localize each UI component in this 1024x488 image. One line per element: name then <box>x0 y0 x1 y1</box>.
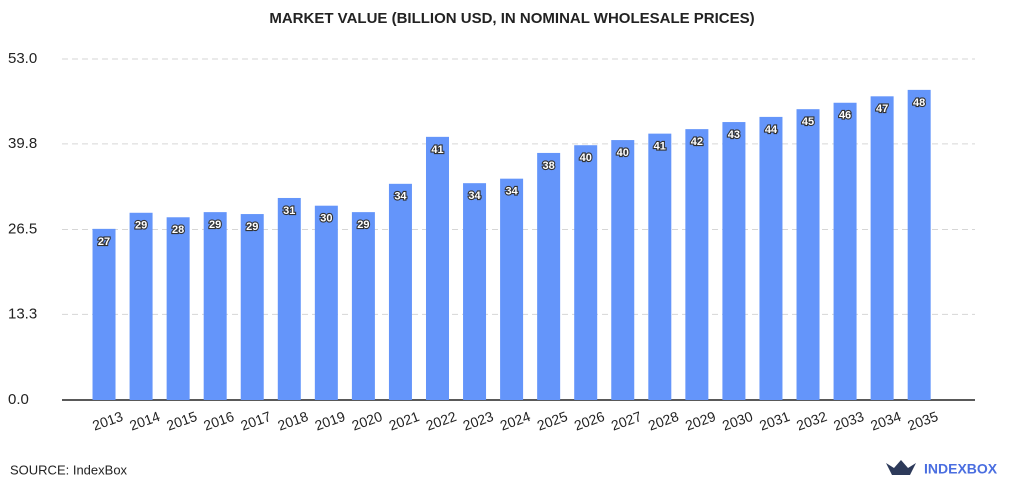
bar <box>129 212 153 400</box>
bar <box>685 129 709 400</box>
value-label: 41 <box>654 141 666 153</box>
value-label: 47 <box>876 103 888 115</box>
value-label: 42 <box>691 136 703 148</box>
bar <box>870 96 894 400</box>
x-tick-label: 2013 <box>90 408 125 434</box>
x-tick-label: 2018 <box>275 408 310 434</box>
x-tick-label: 2023 <box>461 408 496 434</box>
source: SOURCE: IndexBox <box>10 462 128 477</box>
y-tick-label: 0.0 <box>8 391 29 408</box>
y-tick-label: 39.8 <box>8 135 37 152</box>
bar <box>203 212 227 400</box>
bar <box>166 217 190 400</box>
y-tick-label: 13.3 <box>8 305 37 322</box>
x-tick-label: 2033 <box>831 408 866 434</box>
x-tick-label: 2016 <box>201 408 236 434</box>
bar <box>722 122 746 401</box>
x-tick-label: 2021 <box>387 408 422 434</box>
value-label: 34 <box>468 190 481 202</box>
value-label: 44 <box>765 124 778 136</box>
value-label: 40 <box>580 152 592 164</box>
bar <box>500 178 524 400</box>
bar <box>92 228 116 400</box>
x-tick-label: 2029 <box>683 408 718 434</box>
value-label: 29 <box>209 219 221 231</box>
x-tick-label: 2020 <box>350 408 385 434</box>
bar <box>759 116 783 400</box>
value-label: 28 <box>172 224 184 236</box>
y-tick-label: 53.0 <box>8 50 37 67</box>
value-label: 41 <box>431 144 443 156</box>
y-tick-label: 26.5 <box>8 220 37 237</box>
bar <box>833 102 857 400</box>
value-label: 45 <box>802 116 814 128</box>
chart-title: MARKET VALUE (BILLION USD, IN NOMINAL WH… <box>269 10 754 27</box>
x-tick-label: 2031 <box>757 408 792 434</box>
bar <box>463 183 487 400</box>
value-label: 29 <box>357 219 369 231</box>
bar <box>574 145 598 400</box>
value-label: 46 <box>839 110 851 122</box>
value-label: 34 <box>505 186 518 198</box>
x-tick-label: 2035 <box>905 408 940 434</box>
bar <box>240 214 264 400</box>
x-tick-label: 2017 <box>238 408 273 434</box>
x-tick-label: 2024 <box>498 408 533 434</box>
x-tick-label: 2032 <box>794 408 829 434</box>
brand-name: INDEXBOX <box>924 461 998 477</box>
value-label: 30 <box>320 213 332 225</box>
bar <box>796 109 820 400</box>
value-label: 29 <box>246 221 258 233</box>
bar <box>907 89 931 400</box>
logo-icon <box>886 460 916 475</box>
x-tick-label: 2015 <box>164 408 199 434</box>
bar <box>351 212 375 400</box>
x-tick-label: 2030 <box>720 408 755 434</box>
x-tick-label: 2019 <box>313 408 348 434</box>
value-label: 40 <box>617 147 629 159</box>
value-label: 34 <box>394 191 407 203</box>
brand-logo: INDEXBOX <box>886 460 998 477</box>
x-tick-label: 2025 <box>535 408 570 434</box>
value-label: 27 <box>98 236 110 248</box>
value-label: 31 <box>283 205 295 217</box>
bar <box>537 152 561 400</box>
x-tick-label: 2034 <box>868 408 903 434</box>
bar <box>425 136 449 400</box>
x-tick-label: 2027 <box>609 408 644 434</box>
value-label: 29 <box>135 220 147 232</box>
bar <box>277 197 301 400</box>
x-tick-label: 2022 <box>424 408 459 434</box>
bar <box>388 183 412 400</box>
value-label: 38 <box>543 160 555 172</box>
bar <box>314 205 338 400</box>
bar <box>648 133 672 400</box>
bar <box>611 140 635 400</box>
x-tick-label: 2026 <box>572 408 607 434</box>
value-label: 43 <box>728 129 740 141</box>
x-tick-label: 2014 <box>127 408 162 434</box>
x-tick-label: 2028 <box>646 408 681 434</box>
value-label: 48 <box>913 97 925 109</box>
